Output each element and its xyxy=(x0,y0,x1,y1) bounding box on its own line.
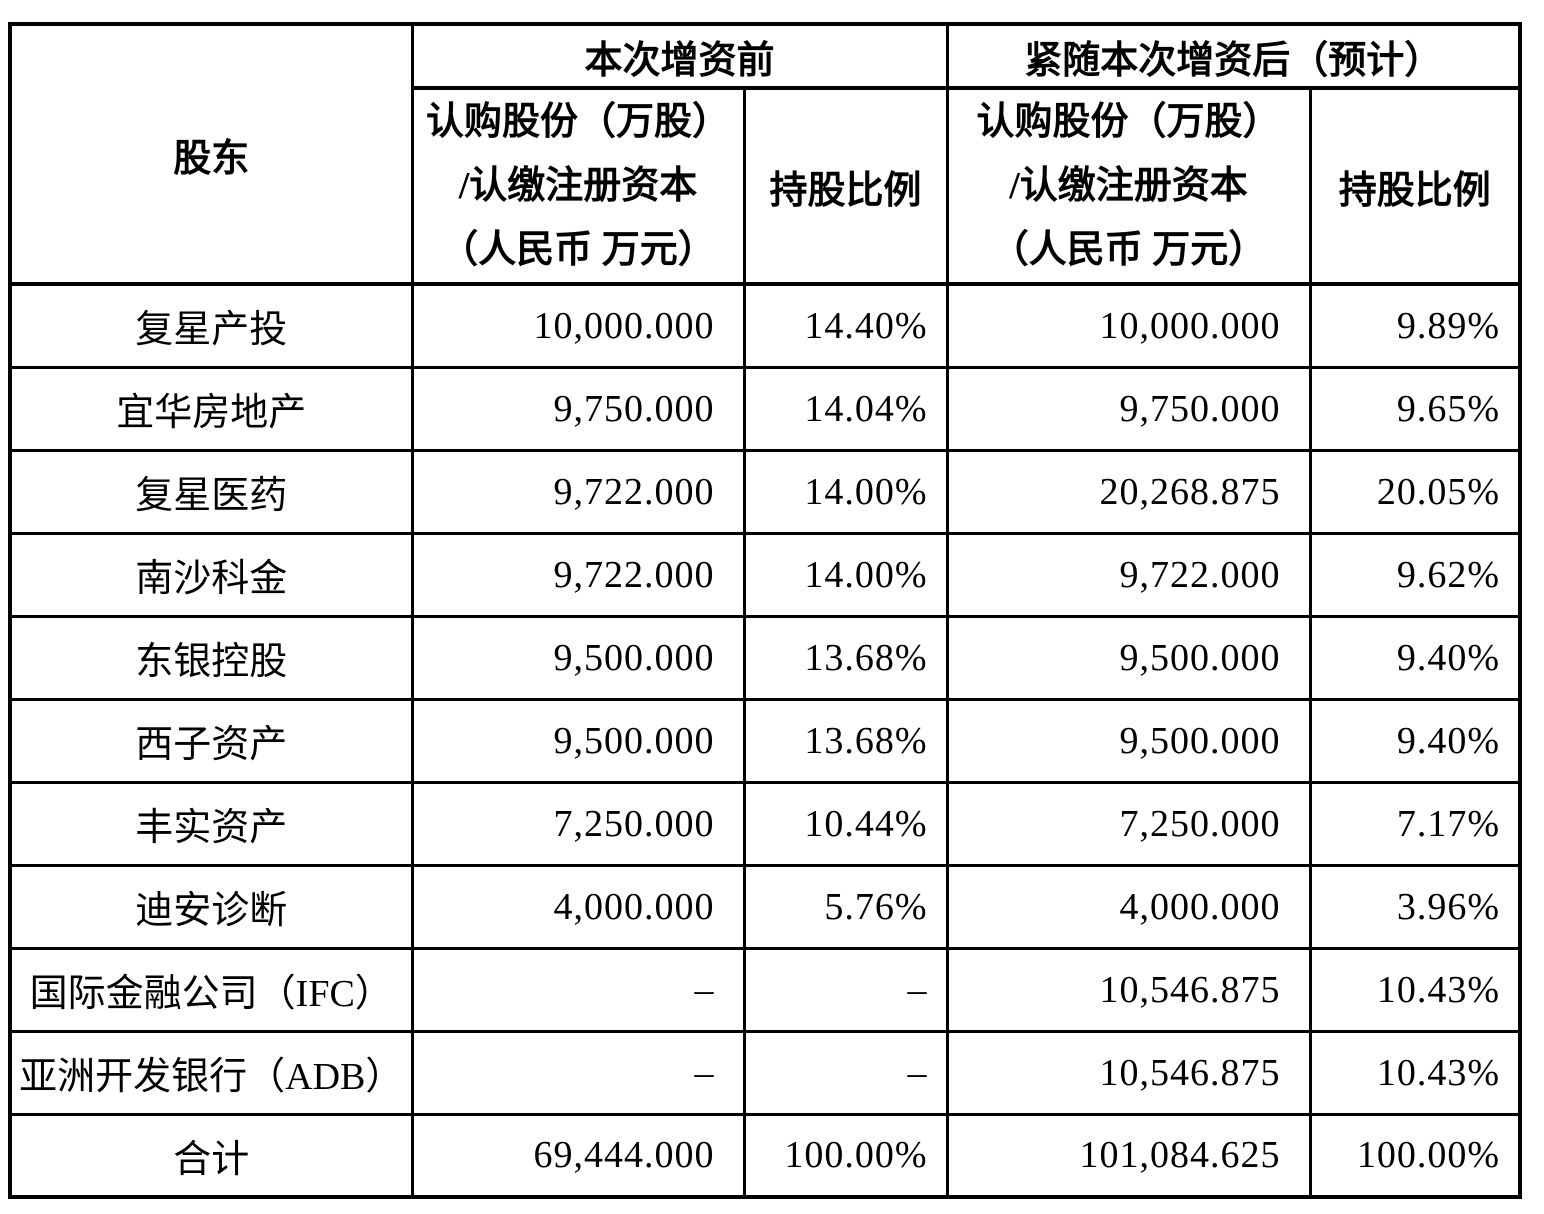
cell-before-ratio: 14.04% xyxy=(742,365,949,452)
cell-after-amount: 10,546.875 xyxy=(945,1029,1312,1116)
cell-before-ratio: 13.68% xyxy=(742,614,949,701)
header-after-amount: 认购股份（万股） /认缴注册资本 （人民币 万元） xyxy=(945,86,1312,286)
cell-after-amount: 9,500.000 xyxy=(945,614,1312,701)
cell-after-amount: 20,268.875 xyxy=(945,448,1312,535)
cell-after-ratio: 9.40% xyxy=(1308,697,1522,784)
table-row: 西子资产 9,500.000 13.68% 9,500.000 9.40% xyxy=(8,697,1522,784)
table-row: 复星产投 10,000.000 14.40% 10,000.000 9.89% xyxy=(8,282,1522,369)
cell-after-ratio-total: 100.00% xyxy=(1308,1112,1522,1199)
header-before-amount: 认购股份（万股） /认缴注册资本 （人民币 万元） xyxy=(410,86,746,286)
header-after-amount-line2: /认缴注册资本 xyxy=(1009,165,1248,207)
cell-after-ratio: 10.43% xyxy=(1308,1029,1522,1116)
header-after-ratio: 持股比例 xyxy=(1308,86,1522,286)
cell-before-ratio: 14.40% xyxy=(742,282,949,369)
table-row: 东银控股 9,500.000 13.68% 9,500.000 9.40% xyxy=(8,614,1522,701)
cell-after-ratio: 9.65% xyxy=(1308,365,1522,452)
cell-after-ratio: 9.40% xyxy=(1308,614,1522,701)
cell-before-amount: 9,750.000 xyxy=(410,365,746,452)
cell-shareholder: 迪安诊断 xyxy=(8,863,414,950)
cell-shareholder: 国际金融公司（IFC） xyxy=(8,946,414,1033)
cell-after-amount: 10,546.875 xyxy=(945,946,1312,1033)
cell-after-amount: 9,500.000 xyxy=(945,697,1312,784)
table-row: 国际金融公司（IFC） – – 10,546.875 10.43% xyxy=(8,946,1522,1033)
cell-before-amount: 7,250.000 xyxy=(410,780,746,867)
cell-shareholder-total: 合计 xyxy=(8,1112,414,1199)
cell-shareholder: 复星医药 xyxy=(8,448,414,535)
header-before-amount-line1: 认购股份（万股） xyxy=(425,101,730,143)
cell-shareholder: 西子资产 xyxy=(8,697,414,784)
cell-before-amount: 9,722.000 xyxy=(410,448,746,535)
table-row: 亚洲开发银行（ADB） – – 10,546.875 10.43% xyxy=(8,1029,1522,1116)
cell-before-ratio: 10.44% xyxy=(742,780,949,867)
cell-shareholder: 复星产投 xyxy=(8,282,414,369)
cell-before-ratio: – xyxy=(742,946,949,1033)
cell-shareholder: 宜华房地产 xyxy=(8,365,414,452)
header-after-amount-line3: （人民币 万元） xyxy=(990,229,1267,271)
cell-before-amount: – xyxy=(410,946,746,1033)
cell-before-ratio: – xyxy=(742,1029,949,1116)
shareholding-table: 股东 本次增资前 紧随本次增资后（预计） 认购股份（万股） /认缴注册资本 （人… xyxy=(8,22,1523,1199)
cell-before-ratio: 5.76% xyxy=(742,863,949,950)
cell-after-amount: 7,250.000 xyxy=(945,780,1312,867)
cell-before-amount-total: 69,444.000 xyxy=(410,1112,746,1199)
cell-before-ratio: 14.00% xyxy=(742,531,949,618)
header-group-before: 本次增资前 xyxy=(410,22,949,90)
cell-shareholder: 东银控股 xyxy=(8,614,414,701)
cell-after-ratio: 7.17% xyxy=(1308,780,1522,867)
table-row: 迪安诊断 4,000.000 5.76% 4,000.000 3.96% xyxy=(8,863,1522,950)
cell-before-amount: 9,722.000 xyxy=(410,531,746,618)
table-row: 宜华房地产 9,750.000 14.04% 9,750.000 9.65% xyxy=(8,365,1522,452)
cell-shareholder: 亚洲开发银行（ADB） xyxy=(8,1029,414,1116)
cell-after-amount: 9,750.000 xyxy=(945,365,1312,452)
table-row: 丰实资产 7,250.000 10.44% 7,250.000 7.17% xyxy=(8,780,1522,867)
cell-after-ratio: 10.43% xyxy=(1308,946,1522,1033)
header-group-row: 股东 本次增资前 紧随本次增资后（预计） xyxy=(8,22,1522,286)
header-before-amount-line2: /认缴注册资本 xyxy=(458,165,698,207)
cell-before-amount: 10,000.000 xyxy=(410,282,746,369)
table-row: 复星医药 9,722.000 14.00% 20,268.875 20.05% xyxy=(8,448,1522,535)
cell-before-amount: 9,500.000 xyxy=(410,697,746,784)
cell-after-ratio: 9.89% xyxy=(1308,282,1522,369)
table-row: 南沙科金 9,722.000 14.00% 9,722.000 9.62% xyxy=(8,531,1522,618)
cell-before-amount: – xyxy=(410,1029,746,1116)
header-shareholder: 股东 xyxy=(8,22,414,286)
cell-after-amount: 4,000.000 xyxy=(945,863,1312,950)
cell-shareholder: 丰实资产 xyxy=(8,780,414,867)
cell-before-ratio-total: 100.00% xyxy=(742,1112,949,1199)
header-after-amount-line1: 认购股份（万股） xyxy=(976,101,1281,143)
header-group-after: 紧随本次增资后（预计） xyxy=(945,22,1522,90)
cell-after-amount: 9,722.000 xyxy=(945,531,1312,618)
header-before-ratio: 持股比例 xyxy=(742,86,949,286)
cell-before-ratio: 14.00% xyxy=(742,448,949,535)
cell-after-amount: 10,000.000 xyxy=(945,282,1312,369)
cell-shareholder: 南沙科金 xyxy=(8,531,414,618)
cell-after-ratio: 9.62% xyxy=(1308,531,1522,618)
cell-after-ratio: 3.96% xyxy=(1308,863,1522,950)
header-sub-row: 认购股份（万股） /认缴注册资本 （人民币 万元） 持股比例 认购股份（万股） … xyxy=(10,86,1522,286)
cell-before-amount: 4,000.000 xyxy=(410,863,746,950)
header-before-amount-line3: （人民币 万元） xyxy=(440,229,716,271)
cell-before-ratio: 13.68% xyxy=(742,697,949,784)
cell-before-amount: 9,500.000 xyxy=(410,614,746,701)
cell-after-amount-total: 101,084.625 xyxy=(945,1112,1312,1199)
table-row-total: 合计 69,444.000 100.00% 101,084.625 100.00… xyxy=(8,1112,1522,1199)
cell-after-ratio: 20.05% xyxy=(1308,448,1522,535)
